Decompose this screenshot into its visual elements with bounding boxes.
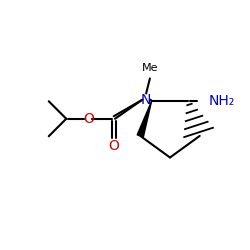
Polygon shape [137,101,152,137]
Text: Me: Me [142,64,158,74]
Text: N: N [141,93,151,107]
Text: NH₂: NH₂ [208,94,234,108]
Text: O: O [83,112,94,126]
Text: O: O [108,138,119,152]
